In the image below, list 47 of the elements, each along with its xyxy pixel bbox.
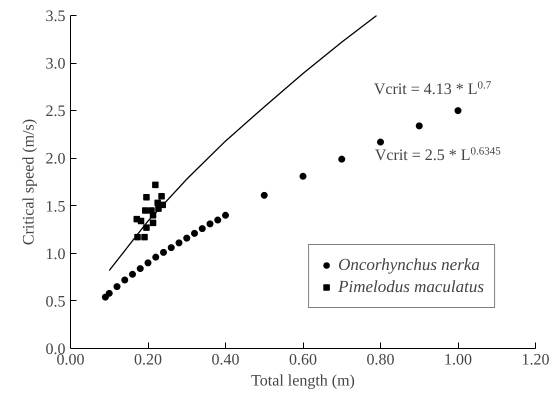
- point: [160, 248, 167, 256]
- point: [183, 234, 190, 242]
- point: [144, 259, 152, 266]
- point: [338, 156, 346, 163]
- point: [300, 172, 306, 180]
- x-tick-label: 0.40: [212, 352, 240, 368]
- x-tick-label: 1.00: [444, 352, 472, 368]
- point: [158, 193, 165, 200]
- point: [198, 225, 206, 232]
- point: [377, 138, 384, 146]
- point: [129, 270, 136, 278]
- point: [114, 283, 120, 290]
- y-tick-label: 2.5: [46, 103, 66, 120]
- point: [143, 224, 150, 231]
- point: [138, 218, 144, 224]
- y-tick-label: 0.5: [46, 293, 66, 310]
- point: [176, 239, 182, 246]
- y-tick-label: 1.0: [46, 246, 66, 263]
- point: [136, 265, 144, 272]
- y-tick-label: 2.0: [46, 150, 66, 168]
- y-tick-label: 1.5: [46, 198, 66, 216]
- point: [416, 122, 423, 130]
- point: [150, 220, 156, 226]
- point: [168, 244, 175, 252]
- point: [152, 254, 160, 261]
- point: [454, 107, 462, 114]
- y-axis-title: Critical speed (m/s): [20, 118, 38, 246]
- x-axis-title: Total length (m): [251, 372, 355, 390]
- point: [214, 216, 222, 224]
- point: [222, 212, 229, 219]
- x-tick-label: 0.60: [289, 352, 317, 368]
- legend-label: Oncorhynchus nerka: [338, 255, 480, 275]
- legend-label: Pimelodus maculatus: [338, 277, 484, 297]
- point: [106, 290, 113, 297]
- point: [143, 194, 150, 200]
- point: [260, 192, 268, 199]
- point: [191, 230, 198, 237]
- point: [141, 234, 148, 240]
- x-tick-label: 0.20: [134, 352, 162, 368]
- point: [152, 182, 159, 188]
- y-tick-label: 3.5: [46, 8, 66, 25]
- point: [142, 207, 149, 214]
- y-tick-label: 3.0: [46, 56, 66, 73]
- x-tick-label: 1.20: [522, 352, 550, 368]
- point: [121, 276, 128, 284]
- x-tick-label: 0.80: [366, 352, 394, 368]
- point: [206, 220, 214, 228]
